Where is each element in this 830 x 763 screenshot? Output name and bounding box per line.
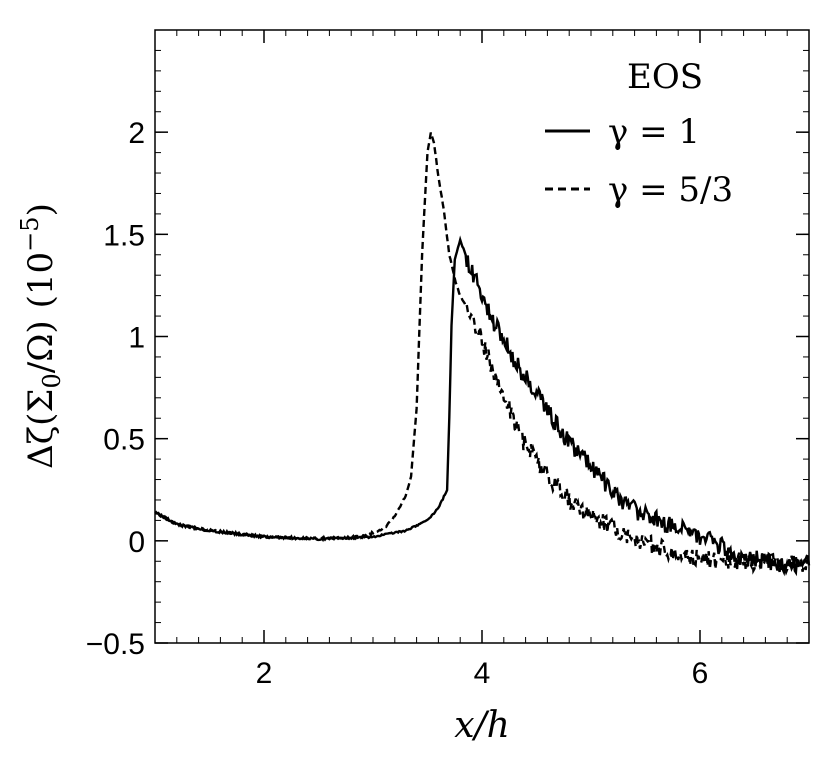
y-axis-title: Δζ(Σ0/Ω) (10−5)	[16, 203, 66, 469]
y-tick-label: 1	[128, 322, 145, 355]
y-tick-label: 0.5	[103, 424, 145, 457]
y-axis-title-main: Δζ(Σ	[21, 389, 61, 469]
y-tick-label: 2	[128, 117, 145, 150]
y-axis-title-exp: −5	[16, 216, 44, 251]
series-line-gamma-1	[154, 235, 811, 577]
y-tick-label: −0.5	[86, 628, 145, 661]
x-tick-label: 2	[256, 657, 273, 690]
x-tick-label: 4	[474, 657, 491, 690]
tick-labels: 2 4 6 −0.5 0 0.5 1 1.5 2	[86, 117, 709, 690]
x-tick-label: 6	[692, 657, 709, 690]
y-axis-title-omega: /Ω)	[21, 320, 61, 373]
y-axis-title-sub: 0	[38, 373, 66, 388]
y-tick-label: 0	[128, 526, 145, 559]
legend-label-gamma-5-3: γ = 5/3	[608, 170, 733, 210]
y-tick-label: 1.5	[103, 219, 145, 252]
minor-ticks	[154, 29, 810, 644]
legend-title: EOS	[627, 57, 703, 97]
major-ticks	[155, 30, 809, 644]
series-layer	[154, 132, 811, 577]
x-axis-title: x/h	[454, 705, 510, 746]
legend: EOS γ = 1 γ = 5/3	[545, 57, 733, 210]
y-axis-title-unit: (10	[21, 252, 61, 309]
plot-frame	[154, 29, 810, 644]
series-line-gamma-5-3	[154, 132, 810, 576]
legend-label-gamma-1: γ = 1	[608, 112, 700, 152]
y-axis-title-close: )	[21, 203, 61, 216]
